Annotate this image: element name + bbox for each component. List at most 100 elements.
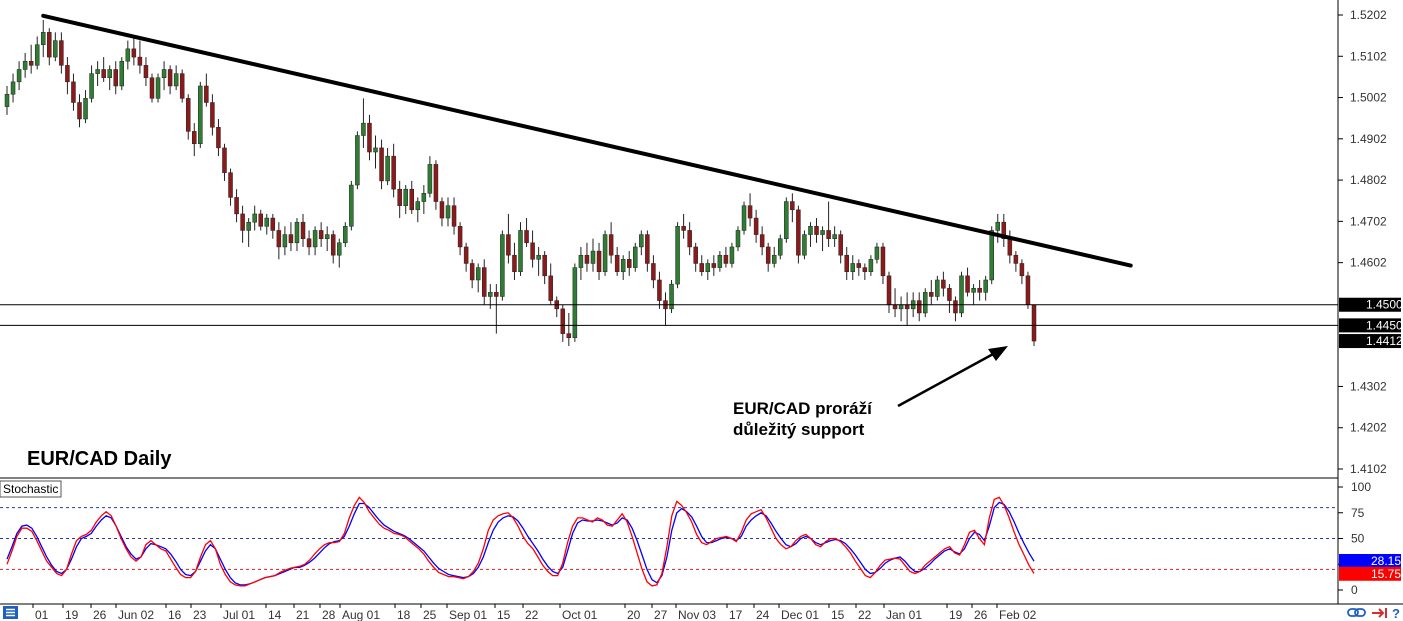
- time-tick-label: 28: [322, 608, 336, 621]
- candle: [101, 57, 106, 82]
- candle: [669, 279, 674, 313]
- price-tick-label: 1.4702: [1350, 214, 1387, 228]
- candle: [65, 57, 70, 95]
- candle: [222, 143, 227, 181]
- candle: [916, 292, 922, 322]
- candle: [542, 251, 547, 285]
- time-tick-label: Jan 01: [886, 608, 922, 621]
- candle: [572, 263, 578, 342]
- stochastic-value-tag: [1339, 554, 1401, 569]
- candle: [107, 65, 112, 91]
- candle: [826, 201, 831, 247]
- price-tick-label: 1.4202: [1350, 421, 1387, 435]
- candle: [391, 143, 396, 198]
- candle: [198, 81, 203, 148]
- candle: [10, 73, 16, 103]
- candle: [373, 135, 378, 169]
- candle: [602, 230, 608, 276]
- candle: [687, 222, 692, 256]
- candle: [947, 284, 952, 313]
- price-tag: [1339, 297, 1401, 312]
- candle: [971, 284, 976, 305]
- candle: [868, 255, 874, 276]
- time-tick-label: Oct 01: [562, 608, 598, 621]
- time-tick-label: Dec 01: [781, 608, 819, 621]
- candle: [71, 73, 76, 111]
- candle: [536, 246, 541, 276]
- candle: [500, 230, 505, 301]
- candle: [560, 304, 566, 342]
- candle: [83, 90, 88, 124]
- time-tick-label: Nov 03: [678, 608, 716, 621]
- time-tick-label: 19: [65, 608, 79, 621]
- candle: [143, 57, 149, 86]
- candle: [457, 222, 463, 256]
- candle: [282, 226, 288, 256]
- help-icon[interactable]: ?: [1392, 606, 1400, 621]
- price-tick-label: 1.5102: [1350, 49, 1387, 63]
- candle: [808, 222, 813, 247]
- time-tick-label: Feb 02: [999, 608, 1037, 621]
- candle: [506, 213, 511, 264]
- time-tick-label: 01: [35, 608, 49, 621]
- candle: [820, 226, 825, 252]
- candle: [518, 222, 523, 276]
- candle: [953, 296, 958, 322]
- candle: [300, 213, 306, 247]
- price-tick-label: 1.4802: [1350, 173, 1387, 187]
- candle: [367, 114, 372, 161]
- candle: [699, 255, 704, 276]
- time-tick-label: 17: [729, 608, 743, 621]
- candle: [844, 246, 849, 280]
- candle: [814, 218, 819, 243]
- candle: [16, 61, 22, 91]
- time-tick-label: 25: [423, 608, 437, 621]
- go-to-end-icon[interactable]: [1372, 608, 1387, 618]
- candle: [475, 263, 481, 293]
- candle: [397, 180, 402, 219]
- link-icon[interactable]: [1347, 608, 1366, 617]
- candle: [959, 271, 964, 318]
- candle: [294, 218, 300, 252]
- candle: [270, 213, 276, 239]
- candle: [240, 205, 245, 243]
- candle: [735, 226, 741, 252]
- candle: [802, 230, 807, 260]
- candle: [832, 226, 837, 247]
- time-tick-label: 24: [756, 608, 770, 621]
- candle: [626, 251, 632, 276]
- candle: [318, 222, 324, 247]
- price-tick-label: 1.4902: [1350, 132, 1387, 146]
- candle: [566, 312, 572, 347]
- trendline: [41, 13, 1133, 268]
- candle: [1001, 213, 1007, 247]
- time-tick-label: 27: [654, 608, 668, 621]
- candle: [137, 40, 143, 74]
- candle: [439, 197, 445, 227]
- candle: [935, 275, 940, 301]
- candle: [421, 185, 427, 214]
- stochastic-value-label: 15.75: [1371, 567, 1401, 581]
- candle: [548, 263, 553, 305]
- candle: [312, 226, 318, 256]
- candle: [343, 222, 348, 247]
- time-tick-label: Sep 01: [449, 608, 487, 621]
- candle: [4, 85, 10, 115]
- stochastic-series: [0, 496, 1338, 587]
- candle: [1013, 251, 1019, 272]
- stochastic-value-tag: [1339, 566, 1401, 581]
- menu-icon[interactable]: [3, 606, 18, 619]
- candle: [119, 57, 125, 91]
- candle: [530, 230, 535, 268]
- time-tick-label: Jun 02: [118, 608, 154, 621]
- candle: [590, 238, 596, 272]
- candle: [415, 197, 421, 223]
- candle: [149, 73, 155, 103]
- candle: [856, 259, 862, 276]
- candle: [965, 267, 970, 297]
- candle: [403, 185, 408, 214]
- candle: [717, 251, 723, 272]
- candle: [47, 28, 52, 66]
- candle: [445, 197, 451, 227]
